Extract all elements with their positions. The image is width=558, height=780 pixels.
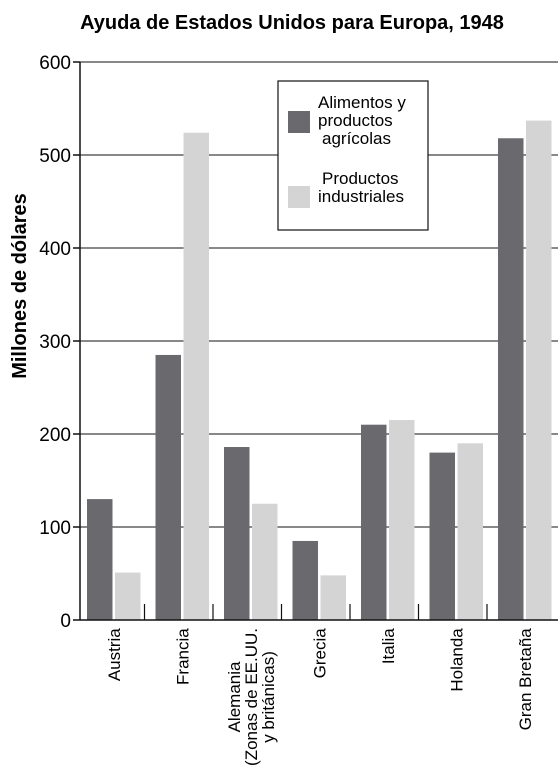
bar-s0-c0 — [87, 499, 113, 620]
x-category-label-5: Holanda — [447, 628, 466, 692]
x-category-label-line: y británicas) — [259, 651, 278, 743]
bar-s0-c6 — [498, 138, 524, 620]
x-category-label-line: Italia — [379, 628, 398, 664]
bar-s0-c4 — [361, 424, 387, 620]
legend: Alimentos y productos agrícolas Productos in… — [277, 80, 429, 231]
y-tick-label-300: 300 — [39, 332, 71, 353]
x-category-label-line: Alemania — [225, 661, 244, 732]
legend-label-line: productos — [318, 111, 393, 130]
x-category-label-6: Gran Bretaña — [516, 628, 535, 731]
bars — [87, 120, 552, 620]
y-tick-label-600: 600 — [39, 53, 71, 74]
y-tick-label-500: 500 — [39, 146, 71, 167]
legend-label-1: Productos industriales — [318, 169, 404, 206]
legend-label-line: Productos — [322, 169, 399, 188]
x-category-label-3: Grecia — [310, 628, 329, 679]
x-category-label-line: (Zonas de EE.UU. — [242, 628, 261, 766]
x-category-label-line: Austria — [105, 628, 124, 681]
y-tick-label-100: 100 — [39, 518, 71, 539]
y-tick-label-400: 400 — [39, 239, 71, 260]
axes — [73, 61, 558, 621]
legend-swatch-1 — [288, 186, 310, 208]
bar-s1-c6 — [526, 120, 552, 620]
y-tick-labels: 0 100 200 300 400 500 600 — [39, 53, 71, 632]
x-category-label-2: Alemania(Zonas de EE.UU.y británicas) — [225, 628, 278, 766]
x-category-label-line: Gran Bretaña — [516, 628, 535, 731]
bar-s1-c4 — [389, 420, 415, 620]
bar-s0-c1 — [155, 354, 181, 620]
x-category-label-4: Italia — [379, 628, 398, 664]
x-category-labels: Austria Francia Alemania(Zonas de EE.UU.y … — [105, 628, 535, 766]
legend-label-line: Alimentos y — [318, 93, 406, 112]
legend-label-line: industriales — [318, 187, 404, 206]
x-category-label-line: Grecia — [310, 628, 329, 679]
y-axis-label: Millones de dólares — [9, 193, 31, 379]
bar-s0-c3 — [292, 540, 318, 620]
bar-s1-c2 — [252, 503, 278, 620]
x-category-label-line: Holanda — [447, 628, 466, 692]
bar-s1-c0 — [115, 572, 141, 620]
legend-swatch-0 — [288, 111, 310, 133]
bar-s1-c1 — [183, 132, 209, 620]
legend-label-line: agrícolas — [322, 129, 391, 148]
legend-label-0: Alimentos y productos agrícolas — [318, 93, 406, 148]
bar-s0-c5 — [429, 452, 455, 620]
x-category-label-1: Francia — [173, 628, 192, 685]
y-tick-label-200: 200 — [39, 425, 71, 446]
x-category-label-line: Francia — [173, 628, 192, 685]
y-tick-label-0: 0 — [60, 611, 71, 632]
bar-s0-c2 — [224, 447, 250, 620]
x-category-label-0: Austria — [105, 628, 124, 681]
bar-s1-c3 — [320, 575, 346, 620]
bar-s1-c5 — [457, 443, 483, 620]
chart-title: Ayuda de Estados Unidos para Europa, 194… — [80, 12, 504, 34]
